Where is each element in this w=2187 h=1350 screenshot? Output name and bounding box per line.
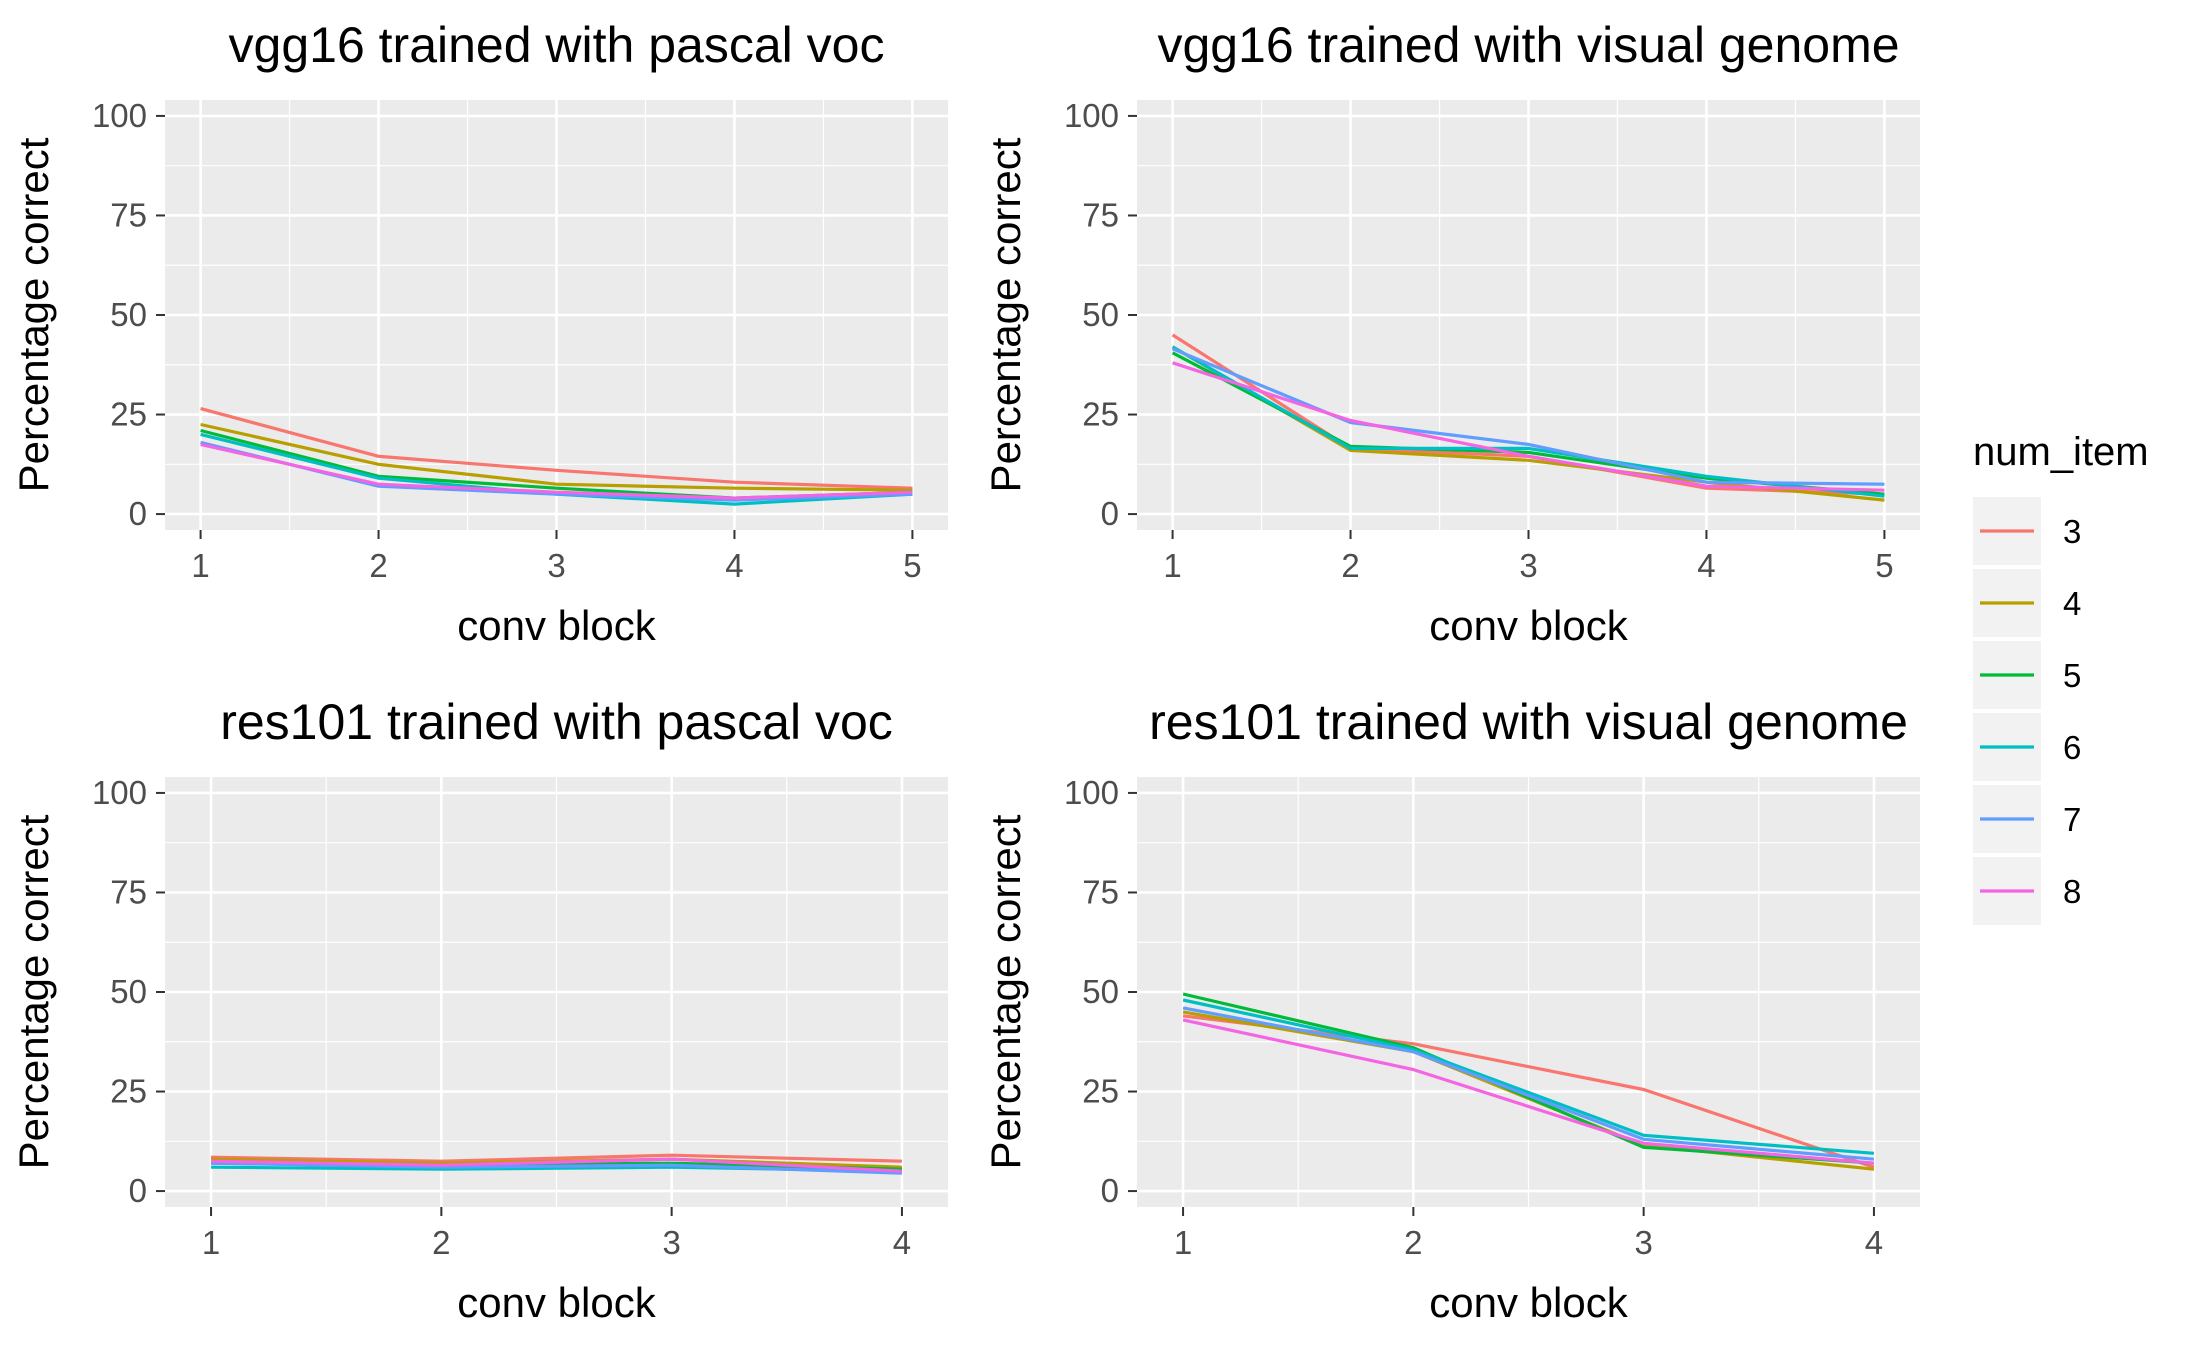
x-tick-label: 3 [547, 547, 565, 584]
y-tick-label: 100 [92, 774, 147, 811]
legend: num_item 3 4 5 6 7 8 [1973, 430, 2149, 925]
x-tick-label: 1 [1163, 547, 1181, 584]
x-axis-title: conv block [457, 1279, 656, 1326]
y-axis-title: Percentage correct [10, 137, 57, 492]
y-tick-label: 0 [1101, 1172, 1119, 1209]
x-tick-label: 1 [202, 1224, 220, 1261]
x-tick-label: 3 [662, 1224, 680, 1261]
x-tick-label: 3 [1634, 1224, 1652, 1261]
x-tick-label: 2 [1404, 1224, 1422, 1261]
panel-4: 0 25 50 75 100 1 2 3 4 res101 trained with visual… [982, 694, 1920, 1326]
panel-title: vgg16 trained with pascal voc [229, 17, 885, 73]
legend-item-6: 6 [1973, 713, 2081, 781]
series-line-8 [211, 1157, 902, 1173]
series-line-4 [200, 422, 913, 492]
panel-title: res101 trained with visual genome [1149, 694, 1908, 750]
series-line-7 [211, 1161, 902, 1175]
panel-1: 0 25 50 75 100 1 2 3 4 5 vgg16 trained with pascal… [10, 17, 948, 649]
legend-item-8: 8 [1973, 857, 2081, 925]
x-tick-label: 1 [191, 547, 209, 584]
y-tick-label: 50 [1082, 296, 1119, 333]
x-axis-title: conv block [1429, 602, 1628, 649]
y-tick-label: 0 [1101, 495, 1119, 532]
series-line-8 [1182, 1018, 1875, 1165]
x-tick-label: 4 [1697, 547, 1715, 584]
y-tick-label: 100 [1064, 97, 1119, 134]
x-tick-label: 5 [903, 547, 921, 584]
y-tick-label: 75 [110, 873, 147, 910]
y-tick-label: 50 [110, 973, 147, 1010]
legend-item-3: 3 [1973, 497, 2081, 565]
legend-label: 6 [2063, 729, 2081, 766]
legend-label: 5 [2063, 657, 2081, 694]
x-axis-title: conv block [1429, 1279, 1628, 1326]
x-tick-label: 2 [432, 1224, 450, 1261]
y-tick-label: 0 [129, 1172, 147, 1209]
legend-label: 8 [2063, 873, 2081, 910]
x-tick-label: 2 [1341, 547, 1359, 584]
y-axis-title: Percentage correct [982, 137, 1029, 492]
series-line-6 [1182, 998, 1875, 1155]
y-tick-label: 50 [110, 296, 147, 333]
legend-item-5: 5 [1973, 641, 2081, 709]
series-line-8 [1172, 361, 1885, 492]
series-line-3 [200, 407, 913, 490]
series-line-8 [200, 442, 913, 500]
y-tick-label: 50 [1082, 973, 1119, 1010]
series-line-7 [1182, 1006, 1875, 1161]
panel-3: 0 25 50 75 100 1 2 3 4 res101 trained with pascal… [10, 694, 948, 1326]
series-line-5 [1182, 992, 1875, 1165]
x-axis-title: conv block [457, 602, 656, 649]
y-axis-title: Percentage correct [982, 814, 1029, 1169]
y-tick-label: 25 [110, 396, 147, 433]
legend-item-4: 4 [1973, 569, 2081, 637]
y-axis-title: Percentage correct [10, 814, 57, 1169]
y-tick-label: 75 [1082, 196, 1119, 233]
x-tick-label: 2 [369, 547, 387, 584]
x-tick-label: 3 [1519, 547, 1537, 584]
legend-title: num_item [1973, 430, 2149, 474]
y-tick-label: 0 [129, 495, 147, 532]
series-line-7 [1171, 347, 1885, 486]
y-tick-label: 25 [110, 1073, 147, 1110]
panel-2: 0 25 50 75 100 1 2 3 4 5 vgg16 trained with visual… [982, 17, 1920, 649]
panel-title: res101 trained with pascal voc [220, 694, 893, 750]
y-tick-label: 25 [1082, 1073, 1119, 1110]
x-tick-label: 4 [725, 547, 743, 584]
x-tick-label: 4 [893, 1224, 911, 1261]
x-tick-label: 1 [1174, 1224, 1192, 1261]
legend-item-7: 7 [1973, 785, 2081, 853]
legend-label: 4 [2063, 585, 2081, 622]
y-tick-label: 100 [92, 97, 147, 134]
series-line-3 [211, 1153, 902, 1163]
y-tick-label: 75 [110, 196, 147, 233]
y-tick-label: 75 [1082, 873, 1119, 910]
x-tick-label: 5 [1875, 547, 1893, 584]
legend-label: 3 [2063, 513, 2081, 550]
legend-label: 7 [2063, 801, 2081, 838]
panel-title: vgg16 trained with visual genome [1157, 17, 1899, 73]
x-tick-label: 4 [1865, 1224, 1883, 1261]
y-tick-label: 25 [1082, 396, 1119, 433]
y-tick-label: 100 [1064, 774, 1119, 811]
